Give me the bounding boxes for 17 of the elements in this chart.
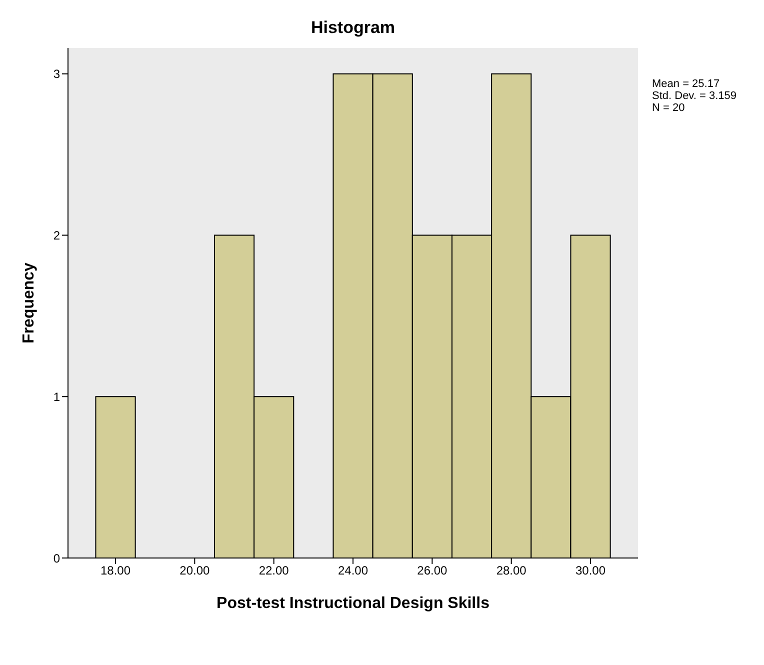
x-tick-label: 30.00 — [575, 564, 606, 578]
x-tick-label: 18.00 — [100, 564, 131, 578]
y-tick-label: 2 — [53, 228, 60, 242]
y-axis-title: Frequency — [20, 262, 38, 344]
x-tick-label: 22.00 — [258, 564, 290, 578]
x-tick-label: 28.00 — [496, 564, 527, 578]
x-axis-title: Post-test Instructional Design Skills — [216, 595, 490, 612]
text: Std. Dev. = 3.159 — [652, 90, 736, 102]
x-tick-label: 26.00 — [417, 564, 448, 578]
chart-title: Histogram — [310, 18, 396, 38]
x-tick-label: 24.00 — [338, 564, 368, 578]
x-tick-label: 20.00 — [180, 564, 210, 578]
y-tick-label: 0 — [53, 551, 60, 566]
y-tick-label: 1 — [53, 390, 60, 404]
text: N = 20 — [652, 102, 686, 114]
y-tick-label: 3 — [53, 67, 60, 82]
text: Mean = 25.17 — [652, 78, 721, 90]
